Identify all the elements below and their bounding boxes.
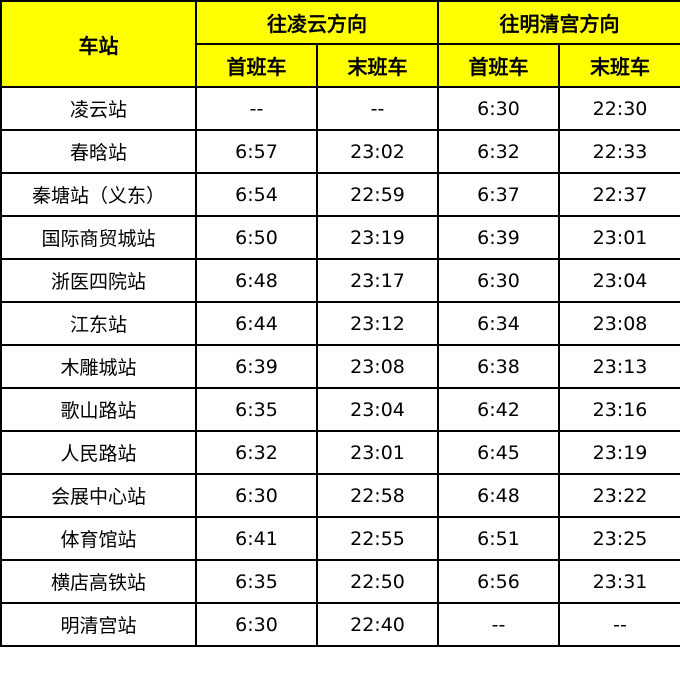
station-name: 木雕城站 (0, 344, 197, 389)
table-row: 木雕城站 6:39 23:08 6:38 23:13 (0, 344, 680, 389)
first-train-dir2: 6:42 (437, 387, 560, 432)
table-row: 凌云站 -- -- 6:30 22:30 (0, 86, 680, 131)
table-row: 歌山路站 6:35 23:04 6:42 23:16 (0, 387, 680, 432)
table-row: 明清宫站 6:30 22:40 -- -- (0, 602, 680, 647)
first-train-dir1: 6:35 (195, 559, 318, 604)
station-name: 春晗站 (0, 129, 197, 174)
header-row-times: 首班车 末班车 首班车 末班车 (1, 43, 680, 88)
station-name: 人民路站 (0, 430, 197, 475)
first-train-dir1: 6:48 (195, 258, 318, 303)
header-last-train-dir1: 末班车 (316, 43, 439, 88)
timetable-header: 车站 往凌云方向 往明清宫方向 首班车 末班车 首班车 末班车 (0, 0, 680, 88)
last-train-dir1: 23:02 (316, 129, 439, 174)
first-train-dir1: 6:32 (195, 430, 318, 475)
last-train-dir2: 23:04 (558, 258, 680, 303)
station-name: 体育馆站 (0, 516, 197, 561)
table-row: 横店高铁站 6:35 22:50 6:56 23:31 (0, 559, 680, 604)
last-train-dir1: -- (316, 86, 439, 131)
station-name: 明清宫站 (0, 602, 197, 647)
first-train-dir1: 6:30 (195, 473, 318, 518)
header-last-train-dir2: 末班车 (558, 43, 680, 88)
first-train-dir2: 6:32 (437, 129, 560, 174)
header-station: 车站 (0, 0, 197, 88)
last-train-dir1: 22:55 (316, 516, 439, 561)
station-name: 浙医四院站 (0, 258, 197, 303)
last-train-dir2: 22:33 (558, 129, 680, 174)
first-train-dir1: 6:57 (195, 129, 318, 174)
table-row: 浙医四院站 6:48 23:17 6:30 23:04 (0, 258, 680, 303)
table-row: 会展中心站 6:30 22:58 6:48 23:22 (0, 473, 680, 518)
first-train-dir1: 6:41 (195, 516, 318, 561)
first-train-dir2: 6:51 (437, 516, 560, 561)
header-row-directions: 车站 往凌云方向 往明清宫方向 (0, 0, 680, 88)
first-train-dir2: -- (437, 602, 560, 647)
timetable: 车站 往凌云方向 往明清宫方向 首班车 末班车 首班车 末班车 凌云站 -- -- 6… (0, 0, 680, 647)
last-train-dir2: 22:30 (558, 86, 680, 131)
last-train-dir1: 23:04 (316, 387, 439, 432)
last-train-dir1: 23:17 (316, 258, 439, 303)
last-train-dir2: 23:25 (558, 516, 680, 561)
table-row: 体育馆站 6:41 22:55 6:51 23:25 (0, 516, 680, 561)
station-name: 会展中心站 (0, 473, 197, 518)
first-train-dir1: 6:50 (195, 215, 318, 260)
last-train-dir2: 23:01 (558, 215, 680, 260)
first-train-dir1: 6:44 (195, 301, 318, 346)
last-train-dir2: -- (558, 602, 680, 647)
last-train-dir1: 22:50 (316, 559, 439, 604)
last-train-dir2: 22:37 (558, 172, 680, 217)
header-direction-mingqinggong: 往明清宫方向 (437, 0, 680, 45)
first-train-dir2: 6:30 (437, 258, 560, 303)
table-row: 人民路站 6:32 23:01 6:45 23:19 (0, 430, 680, 475)
header-first-train-dir1: 首班车 (195, 43, 318, 88)
last-train-dir1: 22:58 (316, 473, 439, 518)
last-train-dir1: 23:08 (316, 344, 439, 389)
station-name: 凌云站 (0, 86, 197, 131)
first-train-dir2: 6:39 (437, 215, 560, 260)
table-row: 春晗站 6:57 23:02 6:32 22:33 (0, 129, 680, 174)
first-train-dir1: 6:39 (195, 344, 318, 389)
first-train-dir2: 6:30 (437, 86, 560, 131)
table-row: 秦塘站（义东） 6:54 22:59 6:37 22:37 (0, 172, 680, 217)
first-train-dir1: 6:35 (195, 387, 318, 432)
header-first-train-dir2: 首班车 (437, 43, 560, 88)
table-row: 江东站 6:44 23:12 6:34 23:08 (0, 301, 680, 346)
first-train-dir2: 6:37 (437, 172, 560, 217)
last-train-dir2: 23:22 (558, 473, 680, 518)
first-train-dir2: 6:48 (437, 473, 560, 518)
station-name: 横店高铁站 (0, 559, 197, 604)
station-name: 国际商贸城站 (0, 215, 197, 260)
last-train-dir2: 23:13 (558, 344, 680, 389)
timetable-body: 凌云站 -- -- 6:30 22:30 春晗站 6:57 23:02 6:32 22:33 秦塘站… (0, 86, 680, 647)
last-train-dir1: 23:19 (316, 215, 439, 260)
first-train-dir1: -- (195, 86, 318, 131)
first-train-dir1: 6:54 (195, 172, 318, 217)
table-row: 国际商贸城站 6:50 23:19 6:39 23:01 (0, 215, 680, 260)
station-name: 江东站 (0, 301, 197, 346)
first-train-dir2: 6:34 (437, 301, 560, 346)
header-direction-lingyun: 往凌云方向 (195, 0, 439, 45)
last-train-dir2: 23:19 (558, 430, 680, 475)
station-name: 歌山路站 (0, 387, 197, 432)
first-train-dir2: 6:45 (437, 430, 560, 475)
last-train-dir1: 22:59 (316, 172, 439, 217)
last-train-dir2: 23:31 (558, 559, 680, 604)
first-train-dir2: 6:56 (437, 559, 560, 604)
last-train-dir1: 22:40 (316, 602, 439, 647)
last-train-dir2: 23:16 (558, 387, 680, 432)
last-train-dir1: 23:01 (316, 430, 439, 475)
first-train-dir2: 6:38 (437, 344, 560, 389)
last-train-dir2: 23:08 (558, 301, 680, 346)
station-name: 秦塘站（义东） (0, 172, 197, 217)
first-train-dir1: 6:30 (195, 602, 318, 647)
last-train-dir1: 23:12 (316, 301, 439, 346)
